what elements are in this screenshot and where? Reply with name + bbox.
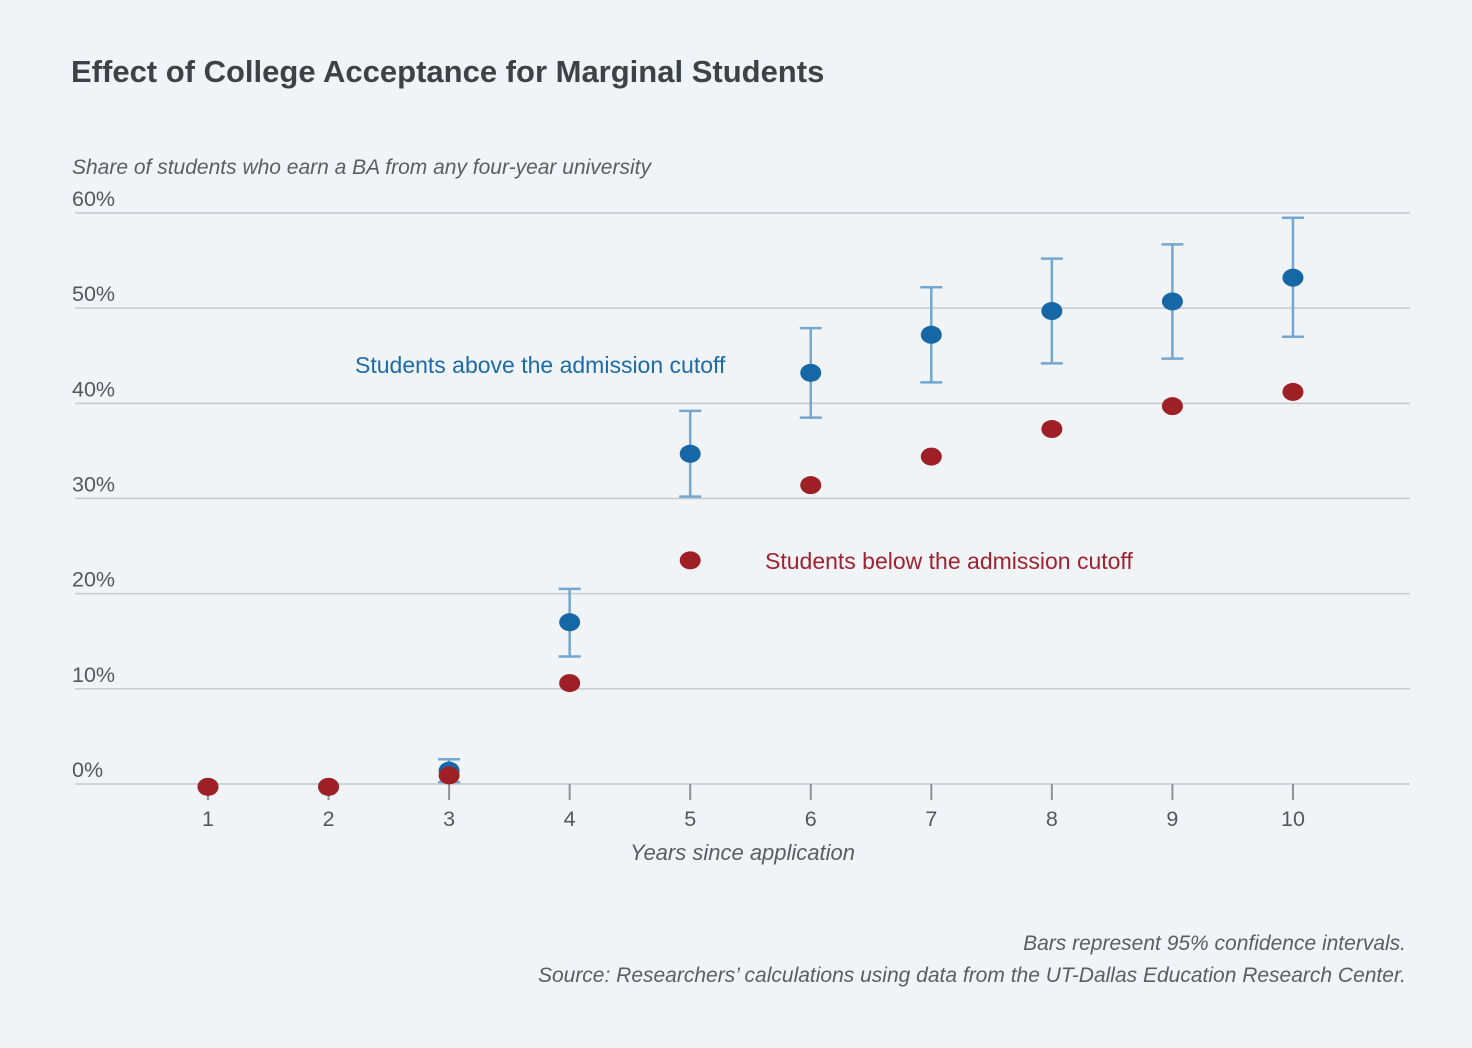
- data-point-above: [1282, 268, 1304, 287]
- data-point-below: [197, 777, 219, 796]
- data-point-above: [559, 613, 581, 632]
- x-tick-label: 9: [1166, 807, 1178, 831]
- x-tick-label: 2: [323, 807, 335, 831]
- series-label-below-cutoff: Students below the admission cutoff: [765, 548, 1133, 574]
- data-point-above: [1041, 302, 1063, 321]
- data-point-below: [438, 766, 460, 785]
- data-point-below: [1041, 420, 1063, 439]
- y-tick-label: 60%: [72, 187, 115, 211]
- chart-footnote: Bars represent 95% confidence intervals.…: [538, 928, 1406, 991]
- y-tick-label: 20%: [72, 568, 115, 592]
- chart-subtitle: Share of students who earn a BA from any…: [72, 156, 651, 179]
- x-tick-label: 6: [805, 807, 817, 831]
- x-tick-label: 10: [1281, 807, 1305, 831]
- chart-title: Effect of College Acceptance for Margina…: [71, 54, 825, 89]
- data-point-below: [559, 674, 581, 693]
- data-point-above: [920, 325, 942, 344]
- x-tick-label: 5: [684, 807, 696, 831]
- data-point-above: [800, 363, 822, 382]
- footnote-source: Source: Researchers’ calculations using …: [537, 963, 1406, 987]
- data-point-below: [920, 447, 942, 466]
- data-point-below: [1161, 397, 1183, 416]
- data-point-above: [679, 444, 701, 463]
- x-tick-label: 8: [1046, 807, 1058, 831]
- y-tick-label: 50%: [72, 282, 115, 306]
- x-axis-label: Years since application: [629, 840, 856, 865]
- series-label-above-cutoff: Students above the admission cutoff: [355, 352, 726, 378]
- x-tick-label: 7: [925, 807, 937, 831]
- data-point-above: [1161, 292, 1183, 311]
- x-tick-label: 1: [202, 807, 214, 831]
- data-point-below: [318, 777, 340, 796]
- data-point-below: [1282, 382, 1304, 401]
- y-tick-label: 40%: [72, 377, 115, 401]
- y-tick-label: 30%: [72, 472, 115, 496]
- x-tick-label: 4: [564, 807, 576, 831]
- y-tick-label: 0%: [72, 758, 103, 782]
- x-tick-label: 3: [443, 807, 455, 831]
- data-point-below: [679, 551, 701, 570]
- y-tick-label: 10%: [72, 663, 115, 687]
- footnote-ci: Bars represent 95% confidence intervals.: [1023, 932, 1406, 955]
- data-point-below: [800, 476, 822, 495]
